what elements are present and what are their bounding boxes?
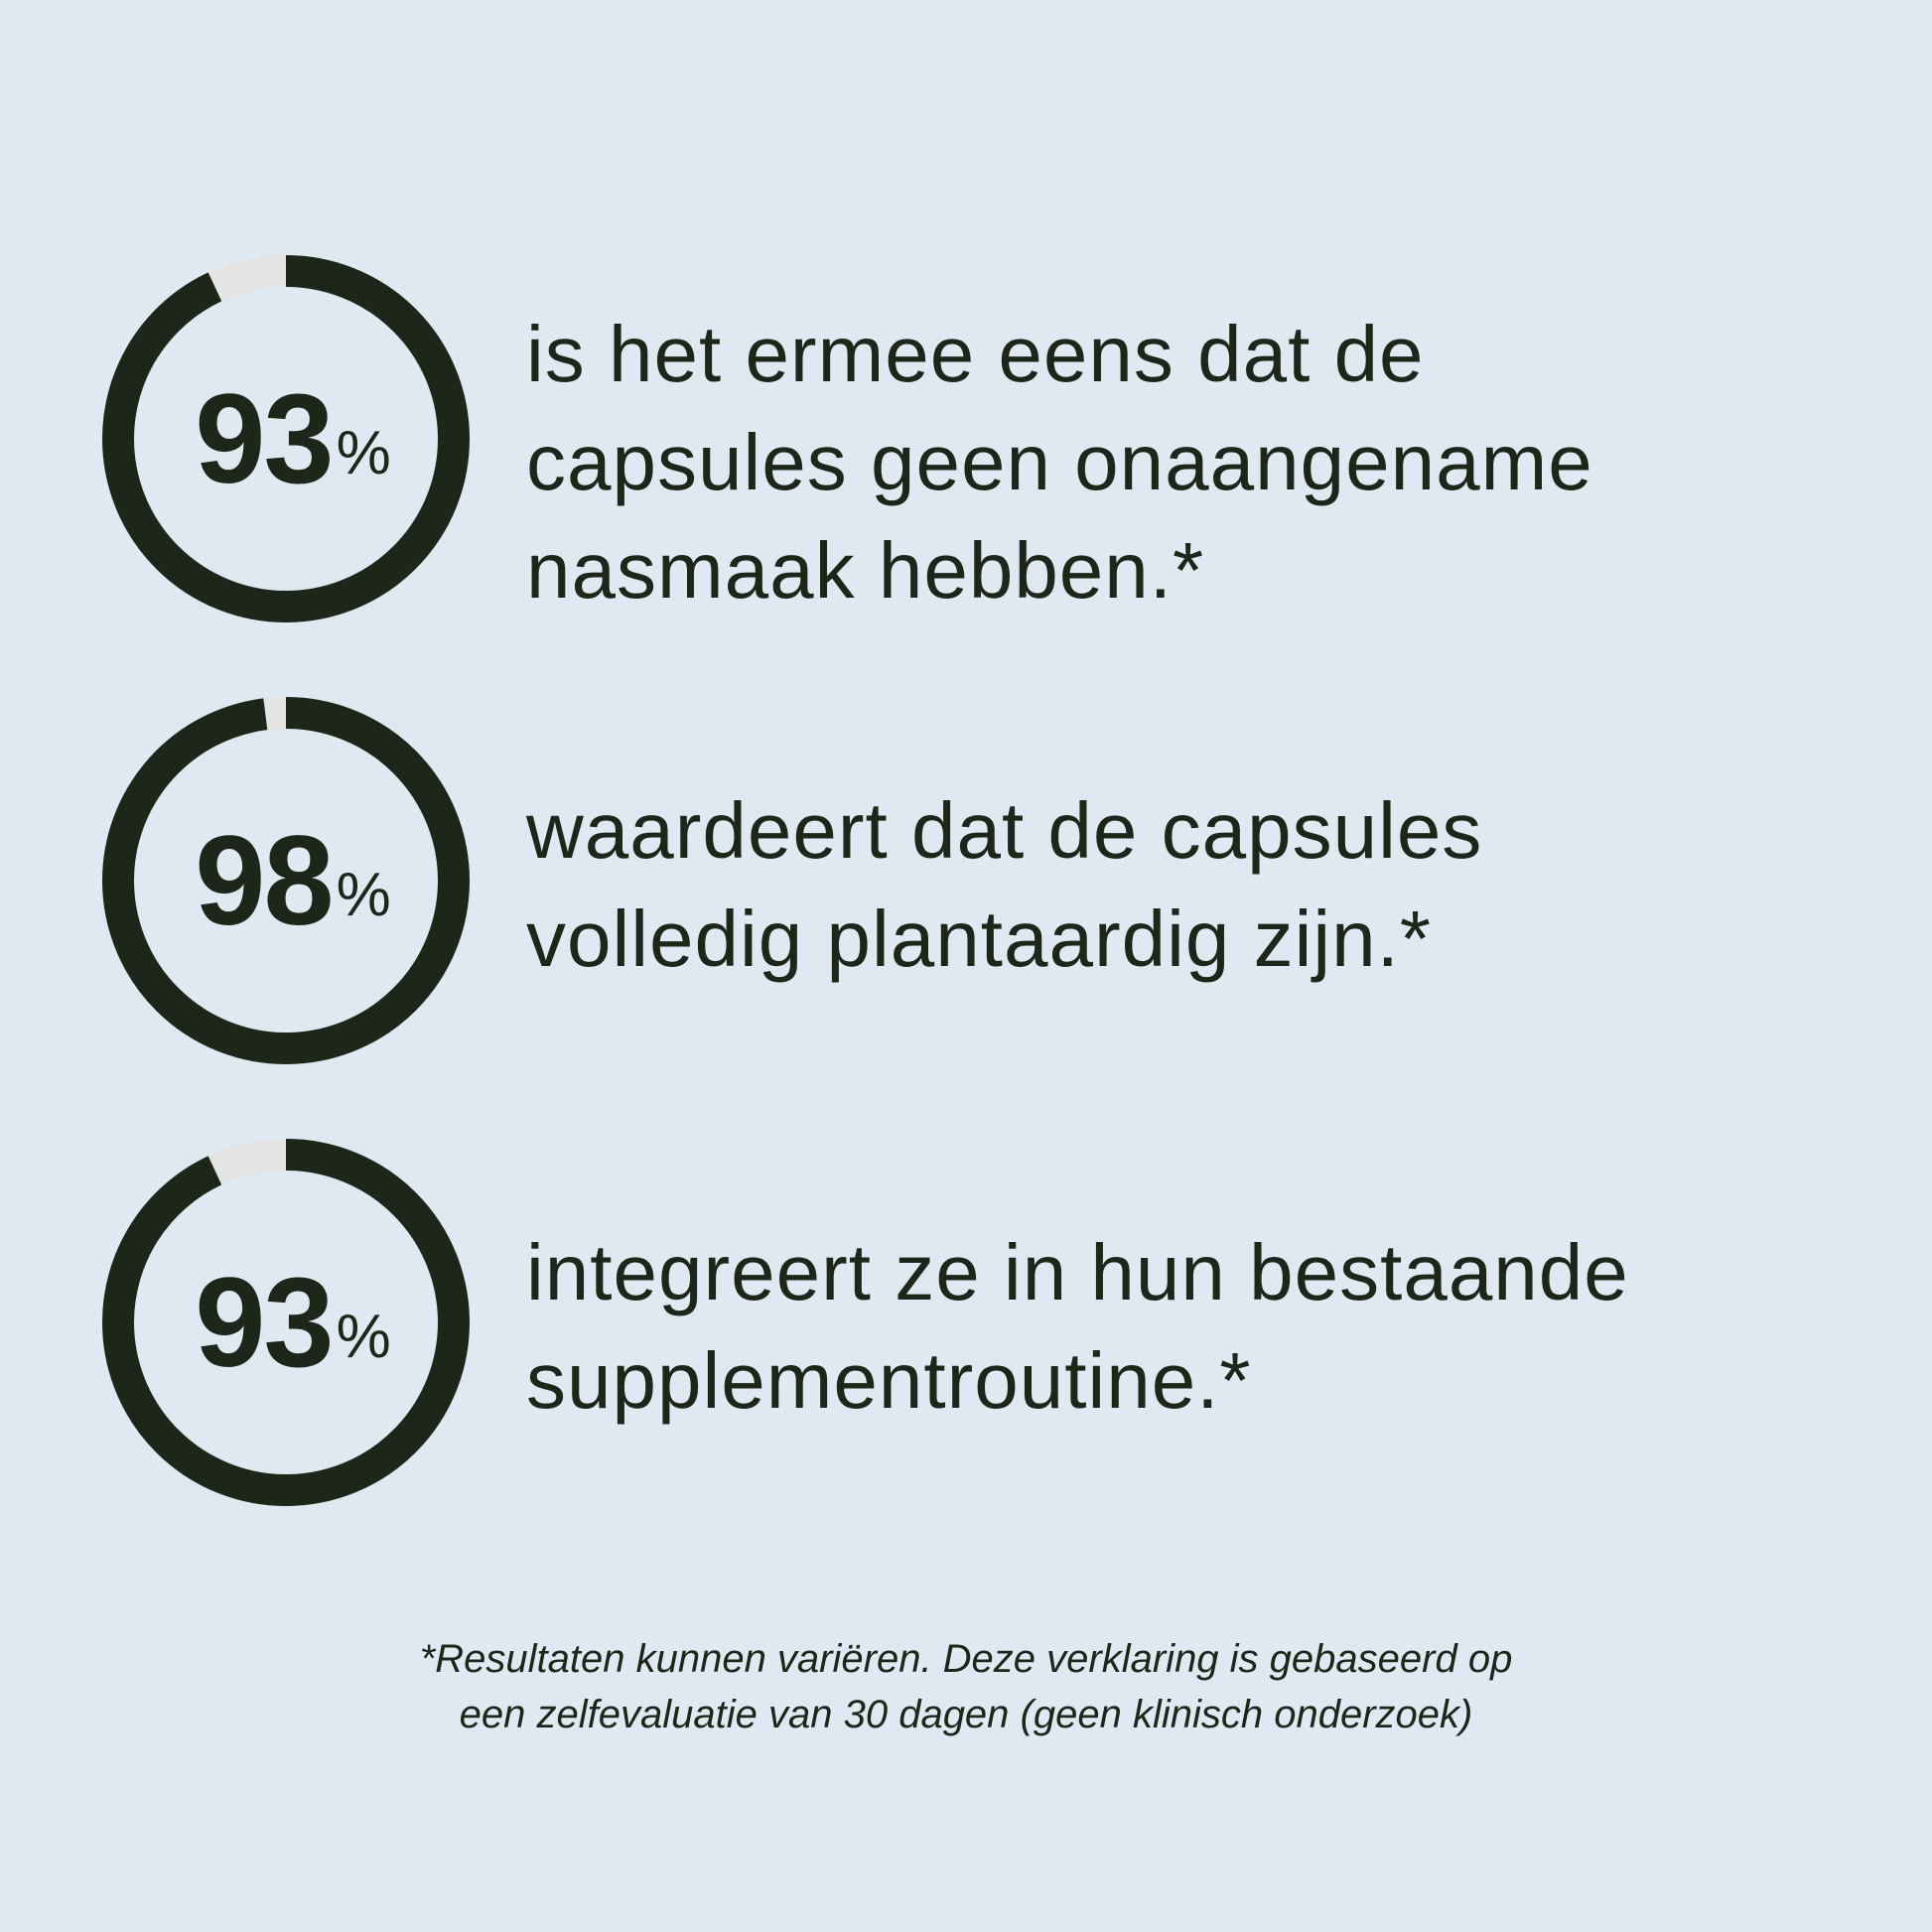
- description-line: integreert ze in hun bestaande: [526, 1228, 1629, 1316]
- description-line: nasmaak hebben.*: [526, 526, 1205, 615]
- disclaimer: *Resultaten kunnen variëren. Deze verkla…: [0, 1631, 1932, 1742]
- disclaimer-line: een zelfevaluatie van 30 dagen (geen kli…: [459, 1693, 1473, 1736]
- description-line: supplementroutine.*: [526, 1336, 1252, 1425]
- stat-percentage: 93%: [97, 250, 475, 627]
- stat-percentage: 98%: [97, 692, 475, 1069]
- progress-ring: [102, 1139, 470, 1506]
- percent-sign: %: [336, 418, 391, 487]
- progress-ring: [102, 255, 470, 622]
- stat-description: is het ermee eens dat de capsules geen o…: [526, 300, 1866, 624]
- stat-number: 93: [195, 1251, 334, 1394]
- stat-description: integreert ze in hun bestaande supplemen…: [526, 1218, 1866, 1435]
- description-line: waardeert dat de capsules: [526, 786, 1483, 875]
- progress-ring: [102, 697, 470, 1064]
- description-line: volledig plantaardig zijn.*: [526, 895, 1432, 983]
- description-line: capsules geen onaangename: [526, 418, 1593, 506]
- ring-fill: [102, 255, 470, 622]
- stat-description: waardeert dat de capsules volledig plant…: [526, 776, 1866, 993]
- stat-number: 98: [195, 809, 334, 952]
- stat-row-2: 98% waardeert dat de capsules volledig p…: [0, 692, 1932, 1069]
- stat-row-3: 93% integreert ze in hun bestaande suppl…: [0, 1134, 1932, 1511]
- stat-number: 93: [195, 367, 334, 510]
- percent-sign: %: [336, 1302, 391, 1371]
- disclaimer-line: *Resultaten kunnen variëren. Deze verkla…: [419, 1637, 1513, 1681]
- stat-row-1: 93% is het ermee eens dat de capsules ge…: [0, 250, 1932, 627]
- stat-percentage: 93%: [97, 1134, 475, 1511]
- percent-sign: %: [336, 860, 391, 929]
- ring-fill: [102, 1139, 470, 1506]
- description-line: is het ermee eens dat de: [526, 310, 1425, 398]
- ring-fill: [102, 697, 470, 1064]
